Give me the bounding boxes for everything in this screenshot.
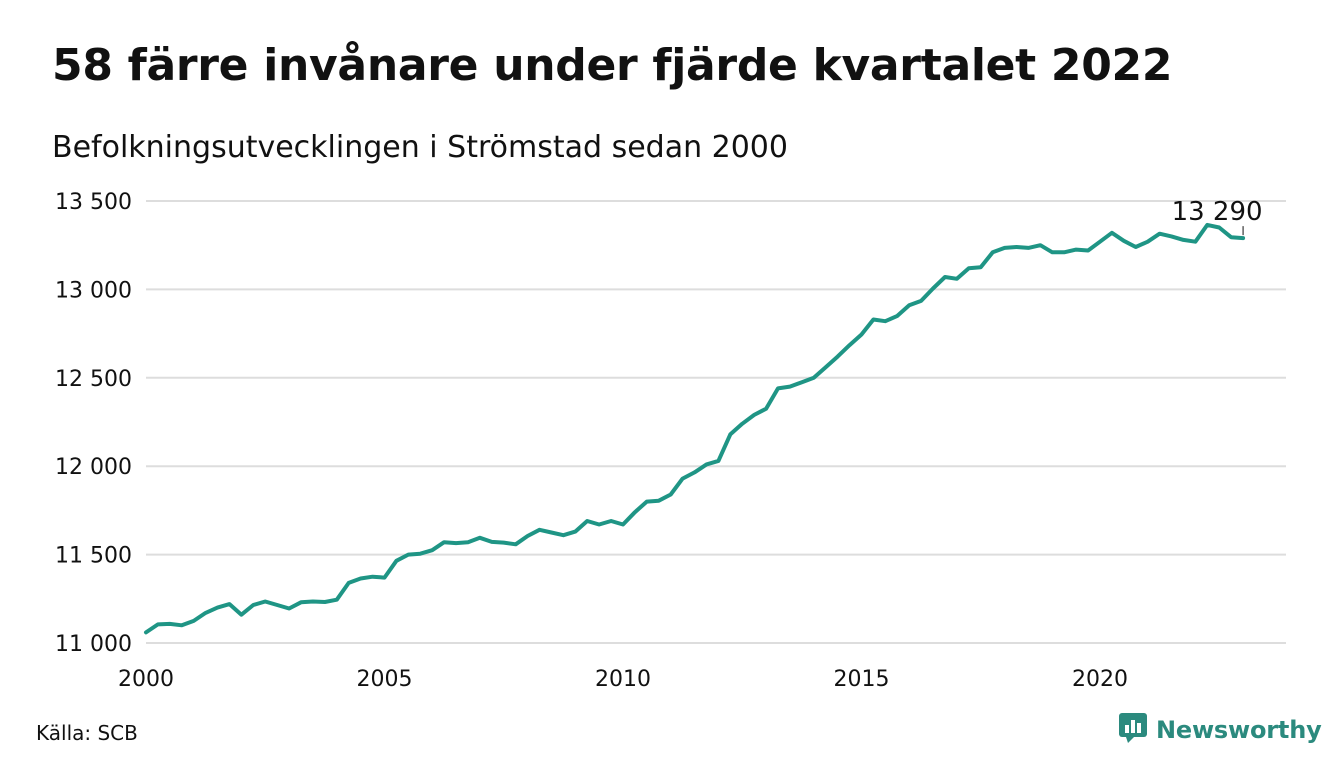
y-tick-label: 13 000 (55, 278, 132, 303)
y-tick-label: 11 000 (55, 632, 132, 657)
y-tick-label: 12 500 (55, 367, 132, 392)
newsworthy-logo-icon (1118, 712, 1148, 748)
brand-name: Newsworthy (1156, 716, 1322, 744)
x-tick-label: 2000 (118, 667, 174, 692)
brand-logo: Newsworthy (1118, 712, 1322, 748)
chart-subtitle: Befolkningsutvecklingen i Strömstad seda… (52, 130, 788, 165)
x-tick-label: 2010 (595, 667, 651, 692)
source-note: Källa: SCB (36, 721, 138, 745)
y-axis-tick-labels: 11 000 11 500 12 000 12 500 13 000 13 500 (55, 190, 132, 657)
x-tick-label: 2015 (833, 667, 889, 692)
grid-lines (146, 200, 1286, 644)
chart-title: 58 färre invånare under fjärde kvartalet… (52, 40, 1173, 91)
x-tick-label: 2005 (356, 667, 412, 692)
x-tick-label: 2020 (1072, 667, 1128, 692)
annotation-label: 13 290 (1172, 197, 1263, 227)
y-tick-label: 13 500 (55, 190, 132, 215)
y-tick-label: 12 000 (55, 455, 132, 480)
x-axis-tick-labels: 2000 2005 2010 2015 2020 (118, 667, 1128, 692)
line-chart: 11 000 11 500 12 000 12 500 13 000 13 500 200… (55, 190, 1286, 692)
y-tick-label: 11 500 (55, 544, 132, 569)
population-series-line (144, 222, 1246, 635)
